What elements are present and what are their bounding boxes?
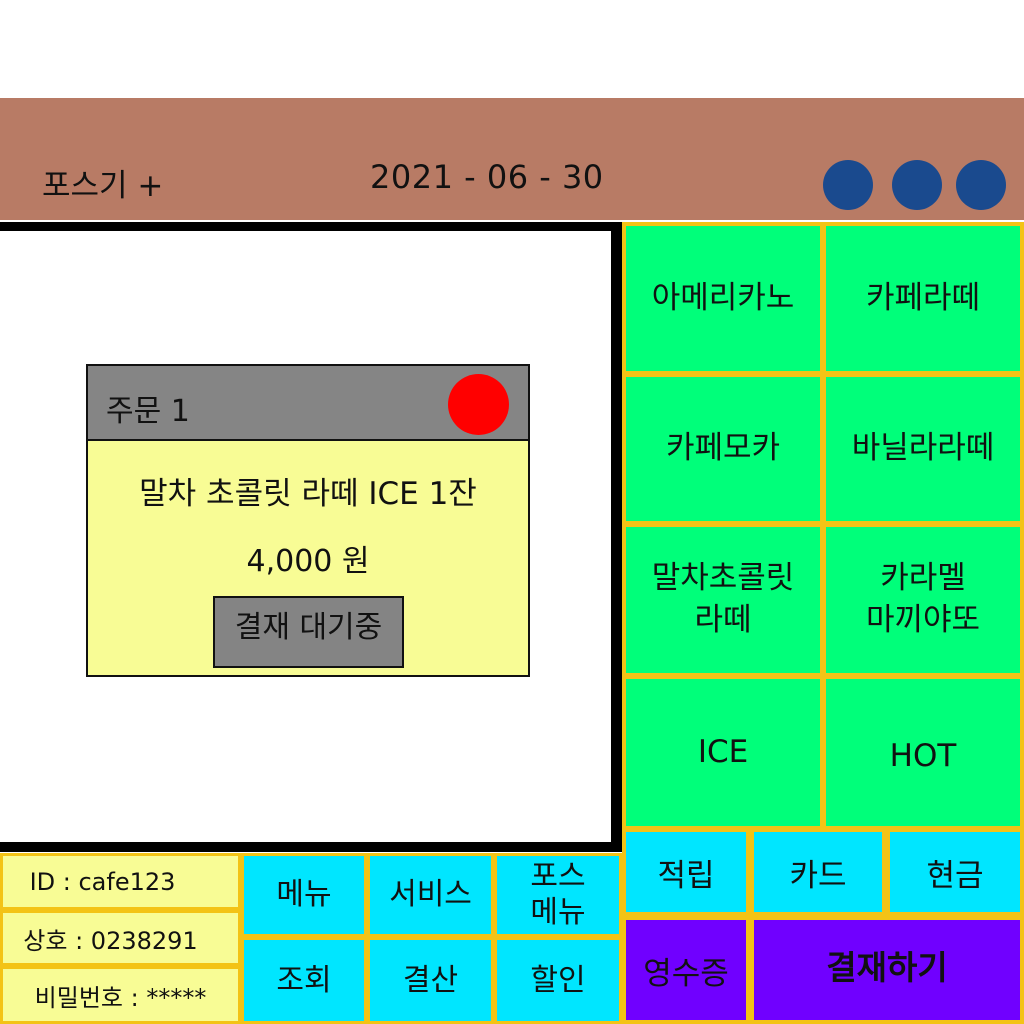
menu-matcha-label-line2: 라떼 [694,602,752,638]
menu-hot-label: HOT [889,737,957,774]
lookup-button[interactable]: 조회 [241,937,367,1024]
points-button[interactable]: 적립 [622,828,750,916]
order-card-header: 주문 1 [88,366,528,441]
menu-cafe-mocha-button[interactable]: 카페모카 [626,377,820,521]
menu-americano-label: 아메리카노 [651,279,795,316]
settlement-button[interactable]: 결산 [367,937,494,1024]
pos-menu-label-line1: 포스 [530,859,586,894]
date-display: 2021 - 06 - 30 [370,158,604,196]
business-number: 상호 : 0238291 [0,910,241,966]
password-field: 비밀번호 : ***** [0,966,241,1024]
menu-matcha-latte-button[interactable]: 말차초콜릿 라떼 [626,527,820,673]
menu-caramel-label-line2: 마끼야또 [865,602,981,638]
order-card[interactable]: 주문 1 말차 초콜릿 라떼 ICE 1잔 4,000 원 결재 대기중 [86,364,530,677]
menu-ice-label: ICE [697,733,749,770]
app-title: 포스기 + [42,168,164,204]
menu-cafe-latte-button[interactable]: 카페라떼 [826,226,1020,371]
discount-button[interactable]: 할인 [494,937,622,1024]
menu-caramel-macchiato-button[interactable]: 카라멜 마끼야또 [826,527,1020,673]
menu-hot-button[interactable]: HOT [826,679,1020,826]
order-status-button[interactable]: 결재 대기중 [213,596,404,668]
login-id: ID : cafe123 [0,853,241,910]
service-button[interactable]: 서비스 [367,853,494,937]
menu-cafe-mocha-label: 카페모카 [665,430,781,467]
cash-button[interactable]: 현금 [886,828,1024,916]
menu-matcha-label-line1: 말차초콜릿 [651,560,795,597]
menu-caramel-label-line1: 카라멜 [880,560,966,597]
order-title: 주문 1 [106,394,190,429]
window-dot-icon[interactable] [823,160,873,210]
menu-ice-button[interactable]: ICE [626,679,820,826]
card-button[interactable]: 카드 [750,828,886,916]
receipt-button[interactable]: 영수증 [622,916,750,1024]
menu-americano-button[interactable]: 아메리카노 [626,226,820,371]
order-item-text: 말차 초콜릿 라떼 ICE 1잔 [139,476,477,512]
pay-button[interactable]: 결재하기 [750,916,1024,1024]
order-status-dot-icon [448,374,509,435]
menu-vanilla-latte-label: 바닐라라떼 [851,430,995,467]
menu-vanilla-latte-button[interactable]: 바닐라라떼 [826,377,1020,521]
menu-cafe-latte-label: 카페라떼 [865,279,981,316]
window-dot-icon[interactable] [892,160,942,210]
window-dot-icon[interactable] [956,160,1006,210]
pos-menu-label-line2: 메뉴 [530,895,586,930]
order-price: 4,000 원 [246,544,370,579]
menu-button[interactable]: 메뉴 [241,853,367,937]
pos-menu-button[interactable]: 포스 메뉴 [494,853,622,937]
